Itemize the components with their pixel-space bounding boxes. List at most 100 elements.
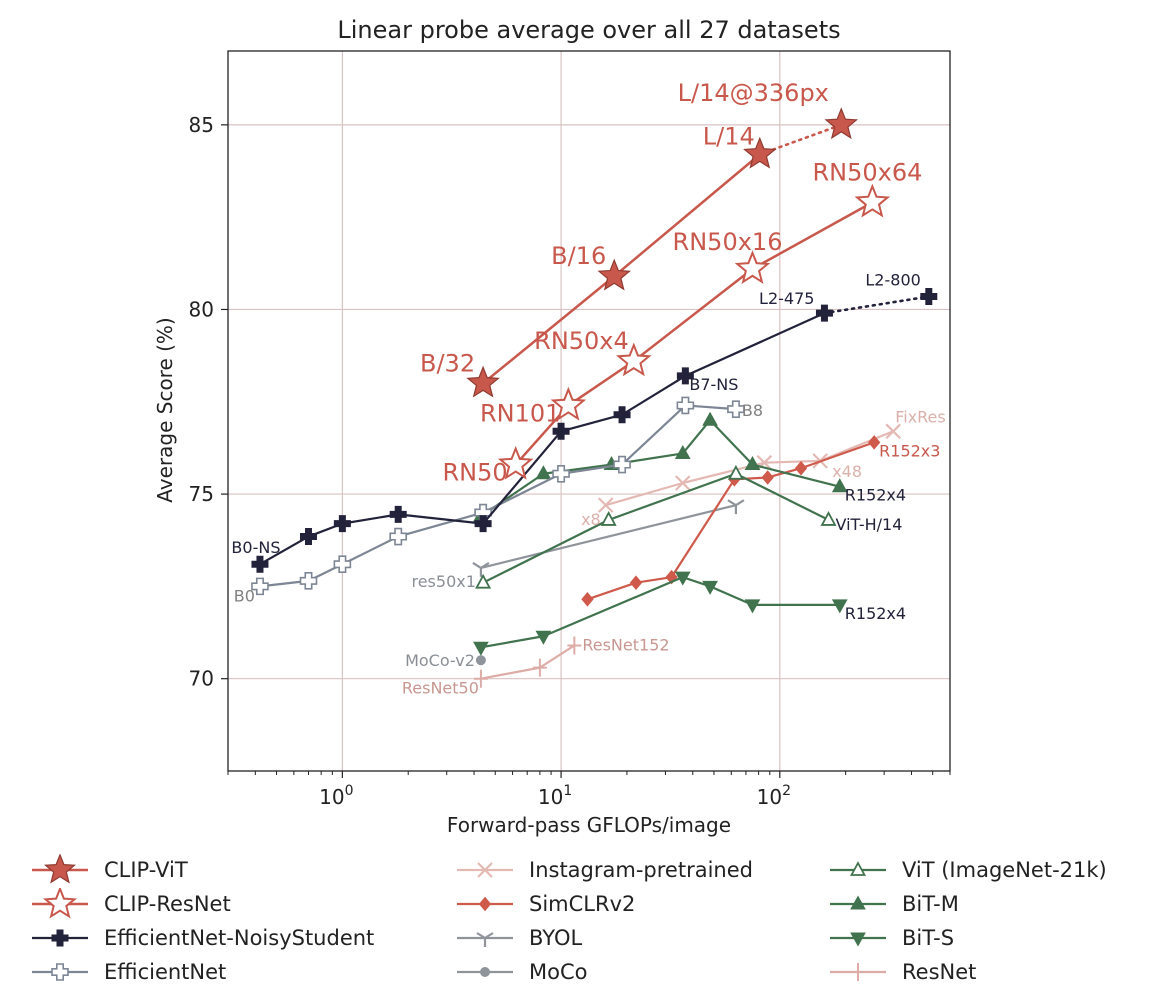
series-line: [480, 644, 575, 680]
legend-label: Instagram-pretrained: [529, 858, 753, 882]
data-point-marker: [552, 422, 570, 440]
data-point-marker: [567, 636, 582, 655]
point-label: B8: [742, 401, 763, 420]
y-tick-label: 85: [189, 113, 214, 137]
data-point-marker: [552, 464, 570, 483]
legend-swatch: [32, 963, 88, 981]
series-efficientnet-noisystudent: [251, 288, 938, 573]
series-line: [482, 472, 830, 584]
series-resnet: [473, 636, 582, 688]
legend-swatch: [457, 967, 513, 977]
legend-item: Instagram-pretrained: [455, 854, 753, 886]
data-point-marker: [474, 515, 492, 533]
data-point-marker: [665, 569, 678, 585]
data-point-marker: [815, 304, 833, 322]
legend-label: MoCo: [529, 960, 588, 984]
data-point-marker: [600, 511, 617, 526]
data-point-marker: [466, 365, 500, 398]
data-point-marker: [613, 455, 631, 474]
data-point-marker: [535, 465, 552, 480]
series-efficientnet: [251, 396, 745, 596]
data-point-marker: [333, 555, 352, 574]
legend-label: BiT-S: [902, 926, 955, 950]
data-point-marker: [473, 669, 488, 688]
data-point-marker: [674, 571, 691, 586]
legend-swatch: [830, 932, 886, 947]
x-tick-label: 101: [538, 783, 572, 809]
data-point-marker: [475, 655, 486, 666]
point-label: L/14: [703, 122, 755, 150]
data-point-marker: [920, 288, 938, 306]
legend-label: BYOL: [529, 926, 583, 950]
data-point-marker: [333, 515, 351, 533]
data-point-marker: [743, 136, 777, 169]
data-point-marker: [676, 367, 694, 385]
data-point-marker: [885, 423, 901, 440]
point-label: R152x3: [879, 441, 940, 460]
point-label: RN50: [443, 459, 508, 487]
data-point-marker: [831, 599, 848, 614]
data-point-marker: [794, 460, 808, 476]
data-point-marker: [475, 573, 492, 589]
data-point-marker: [854, 183, 891, 218]
series-clip-vit: [466, 107, 859, 398]
point-label: res50x1: [411, 572, 475, 591]
data-point-marker: [727, 499, 745, 515]
data-point-marker: [472, 561, 490, 577]
data-point-marker: [744, 599, 761, 614]
legend-swatch: [457, 896, 513, 912]
series-byol: [472, 499, 745, 577]
legend-item: BYOL: [455, 922, 582, 954]
point-label: RN101: [480, 399, 560, 427]
legend-swatch: [830, 895, 886, 910]
x-axis-label: Forward-pass GFLOPs/image: [447, 813, 731, 837]
point-label: RN50x4: [534, 327, 629, 355]
series-layer: [251, 107, 938, 688]
legend-swatch: [830, 963, 886, 981]
legend-item: ViT (ImageNet-21k): [828, 854, 1107, 886]
data-point-marker: [478, 896, 492, 912]
data-point-marker: [849, 861, 867, 876]
legend-label: ViT (ImageNet-21k): [902, 858, 1107, 882]
series-bit-s: [473, 571, 848, 656]
plot-area: [227, 50, 951, 772]
data-point-marker: [597, 258, 632, 291]
point-label: x8: [581, 510, 601, 529]
legend-label: ResNet: [902, 960, 977, 984]
data-point-marker: [389, 505, 407, 523]
y-tick-label: 75: [189, 482, 214, 506]
point-labels: ResNet50 ResNet152 MoCo-v2 res50x1 x8 x48 FixR…: [231, 79, 945, 698]
point-label: B0: [234, 586, 255, 605]
data-point-marker: [702, 411, 718, 426]
point-label: B7-NS: [689, 375, 738, 394]
y-tick-label: 70: [189, 667, 214, 691]
data-point-marker: [734, 250, 771, 284]
data-point-marker: [476, 932, 494, 947]
legend-swatch: [32, 929, 88, 947]
point-label: L/14@336px: [678, 79, 829, 107]
data-point-marker: [299, 528, 317, 546]
data-point-marker: [727, 400, 745, 418]
data-point-marker: [51, 929, 69, 947]
point-label: B/16: [551, 242, 606, 270]
legend-item: CLIP-ResNet: [30, 888, 231, 920]
legend-item: BiT-M: [828, 888, 959, 920]
data-point-marker: [851, 963, 865, 981]
legend-label: SimCLRv2: [529, 892, 636, 916]
chart-legend: CLIP-ViT CLIP-ResNet EfficientNet-NoisyStu…: [0, 850, 1162, 1000]
data-point-marker: [831, 478, 848, 493]
series-clip-resnet: [497, 183, 891, 480]
legend-item: SimCLRv2: [455, 888, 635, 920]
chart-title: Linear probe average over all 27 dataset…: [337, 16, 840, 44]
point-label: x48: [832, 462, 862, 481]
point-label: R152x4: [845, 486, 906, 505]
series-extension-line: [823, 295, 931, 315]
data-point-marker: [43, 854, 77, 884]
data-point-marker: [251, 577, 269, 596]
data-point-marker: [674, 475, 691, 491]
point-label: ViT-H/14: [836, 515, 903, 534]
point-label: L2-800: [865, 271, 920, 290]
data-point-marker: [473, 641, 489, 656]
point-label: MoCo-v2: [405, 651, 475, 670]
data-point-marker: [702, 580, 718, 595]
